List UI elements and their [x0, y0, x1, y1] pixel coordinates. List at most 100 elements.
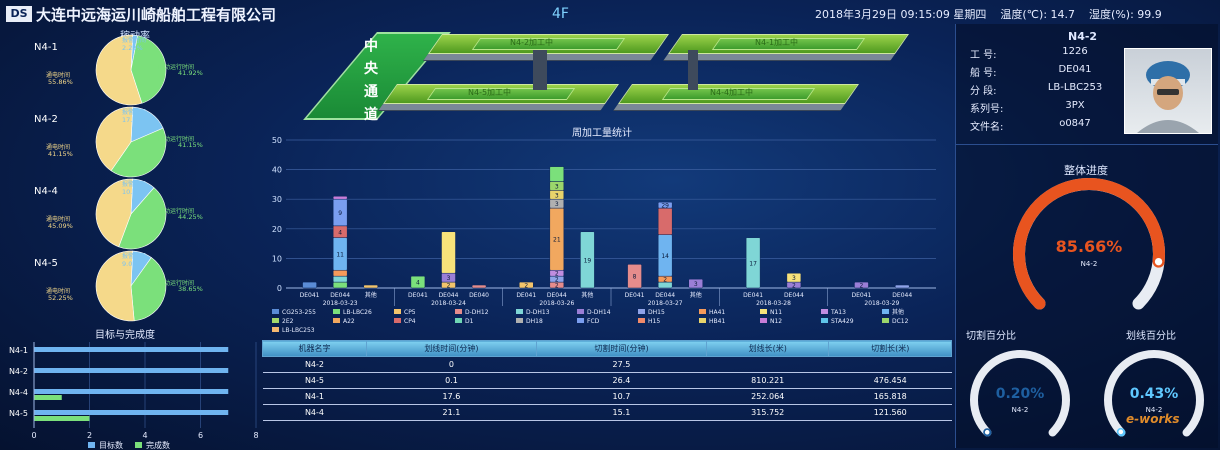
auto-run-label: 自动运行时间	[158, 64, 195, 71]
progress-title: 整体进度	[1064, 164, 1108, 177]
pie-machine-name: N4-4	[34, 186, 58, 197]
bar-segment	[854, 281, 869, 289]
bar-segment	[657, 207, 673, 235]
gauge-track	[970, 350, 1070, 437]
table-cell: N4-4	[262, 404, 367, 421]
info-label: 工 号:	[970, 50, 997, 61]
bar-segment	[519, 281, 534, 289]
logo-mark: DS	[6, 6, 32, 22]
line-pct-gauge: 0.43% N4-2	[1104, 350, 1204, 437]
legend-swatch	[760, 318, 767, 323]
target-bar	[34, 368, 229, 373]
power-on-value: 41.15%	[48, 150, 73, 158]
bed-label-n4-4: N4-4加工中	[710, 88, 754, 97]
auto-run-label: 自动运行时间	[158, 280, 195, 287]
legend-swatch	[394, 309, 401, 314]
bar-segment	[894, 284, 910, 289]
bar-value-label: 9	[338, 210, 342, 217]
company-name: 大连中远海运川崎船舶工程有限公司	[36, 5, 277, 24]
bar-category-label: DE041	[852, 292, 872, 299]
bar-value-label: 17	[749, 260, 757, 267]
column-header: 切割时间(分钟)	[535, 340, 707, 357]
table-cell: 476.454	[828, 372, 952, 389]
gauge-knob	[1117, 428, 1125, 436]
table-cell: 27.5	[536, 356, 707, 373]
table-cell: 252.064	[706, 388, 829, 405]
alarm-label: 报警时间	[122, 109, 147, 116]
pie-chart	[95, 34, 167, 106]
legend-label: H15	[648, 318, 660, 325]
company-logo: DS 大连中远海运川崎船舶工程有限公司	[6, 4, 276, 24]
legend-label: 2E2	[282, 318, 294, 325]
bar-value-label: 29	[661, 203, 669, 210]
bar-segment	[410, 275, 426, 289]
column-header: 切割长(米)	[828, 340, 952, 357]
bar-category-label: DE044	[655, 292, 675, 299]
pie-slice	[118, 187, 167, 250]
legend-label: A22	[343, 318, 355, 325]
legend-label: TA13	[830, 309, 846, 316]
bar-value-label: 3	[555, 183, 559, 190]
floor-label: 4F	[552, 6, 569, 22]
legend-target-swatch	[88, 442, 95, 448]
legend-label: CP5	[404, 309, 416, 316]
legend-label: HB41	[709, 318, 725, 325]
gauge-fill	[1013, 178, 1165, 310]
legend-label: LB-LBC253	[282, 327, 315, 334]
bar-value-label: 3	[694, 281, 698, 288]
target-bar	[34, 410, 229, 415]
bar-category-label: DE041	[408, 292, 428, 299]
gauge-machine: N4-2	[1012, 406, 1029, 414]
gantry-post-1	[533, 50, 547, 90]
legend-swatch	[638, 309, 645, 314]
bar-segment	[471, 284, 487, 289]
bar-segment	[332, 269, 348, 277]
x-tick-label: 6	[198, 431, 203, 440]
table-cell: 15.1	[536, 404, 707, 421]
table-cell: 315.752	[706, 404, 829, 421]
x-tick-label: 4	[142, 431, 147, 440]
header-status: 2018年3月29日 09:15:09 星期四 温度(℃): 14.7 湿度(%…	[815, 6, 1162, 22]
legend-swatch	[333, 309, 340, 314]
alarm-value: 2.23%	[122, 44, 143, 52]
info-value: 1226	[1062, 46, 1088, 57]
column-header: 划线时间(分钟)	[365, 340, 537, 357]
bar-category-label: DE044	[892, 292, 912, 299]
table-cell: 0	[366, 356, 537, 373]
power-on-label: 通电时间	[46, 144, 71, 151]
auto-run-value: 41.92%	[178, 69, 203, 77]
pie-slice	[95, 250, 135, 322]
legend-target-label: 目标数	[99, 440, 123, 450]
legend-label: D-DH13	[526, 309, 550, 316]
bed-label-n4-2: N4-2加工中	[510, 38, 554, 47]
legend-label: CP4	[404, 318, 416, 325]
operator-photo	[1124, 48, 1212, 134]
weekly-chart: 0 10 20 30 40 50 DE041 11 4 9 DE044 其他 2018-03-23 4 DE…	[272, 136, 936, 334]
pie-slice	[95, 34, 143, 106]
power-on-value: 45.09%	[48, 222, 73, 230]
legend-label: D-DH12	[465, 309, 489, 316]
legend-swatch	[699, 318, 706, 323]
table-cell: N4-1	[262, 388, 367, 405]
gauge-knob	[983, 428, 991, 436]
bar-value-label: 2	[447, 283, 451, 290]
gauge-machine: N4-2	[1081, 260, 1098, 268]
alarm-value: 9.09%	[122, 260, 143, 268]
machine-label: N4-5	[9, 409, 28, 418]
panel-divider	[956, 144, 1218, 145]
legend-label: CG253-255	[282, 309, 316, 316]
legend-done-label: 完成数	[146, 440, 170, 450]
legend-label: D1	[465, 318, 474, 325]
info-value: 3PX	[1065, 100, 1085, 111]
x-tick-label: 0	[31, 431, 36, 440]
pie-slice	[130, 257, 167, 322]
date-label: 2018-03-29	[864, 300, 899, 307]
done-bar	[34, 395, 62, 400]
bar-value-label: 19	[584, 257, 592, 264]
cut-pct-title: 切割百分比	[966, 331, 1016, 342]
bed-label-n4-1: N4-1加工中	[755, 38, 799, 47]
auto-run-label: 自动运行时间	[158, 208, 195, 215]
bar-segment	[363, 284, 378, 289]
date-label: 2018-03-24	[431, 300, 466, 307]
legend-swatch	[760, 309, 767, 314]
